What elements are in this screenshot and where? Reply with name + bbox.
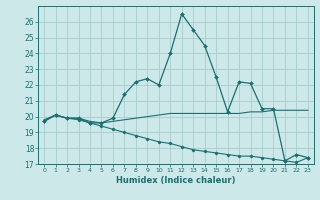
X-axis label: Humidex (Indice chaleur): Humidex (Indice chaleur) (116, 176, 236, 185)
